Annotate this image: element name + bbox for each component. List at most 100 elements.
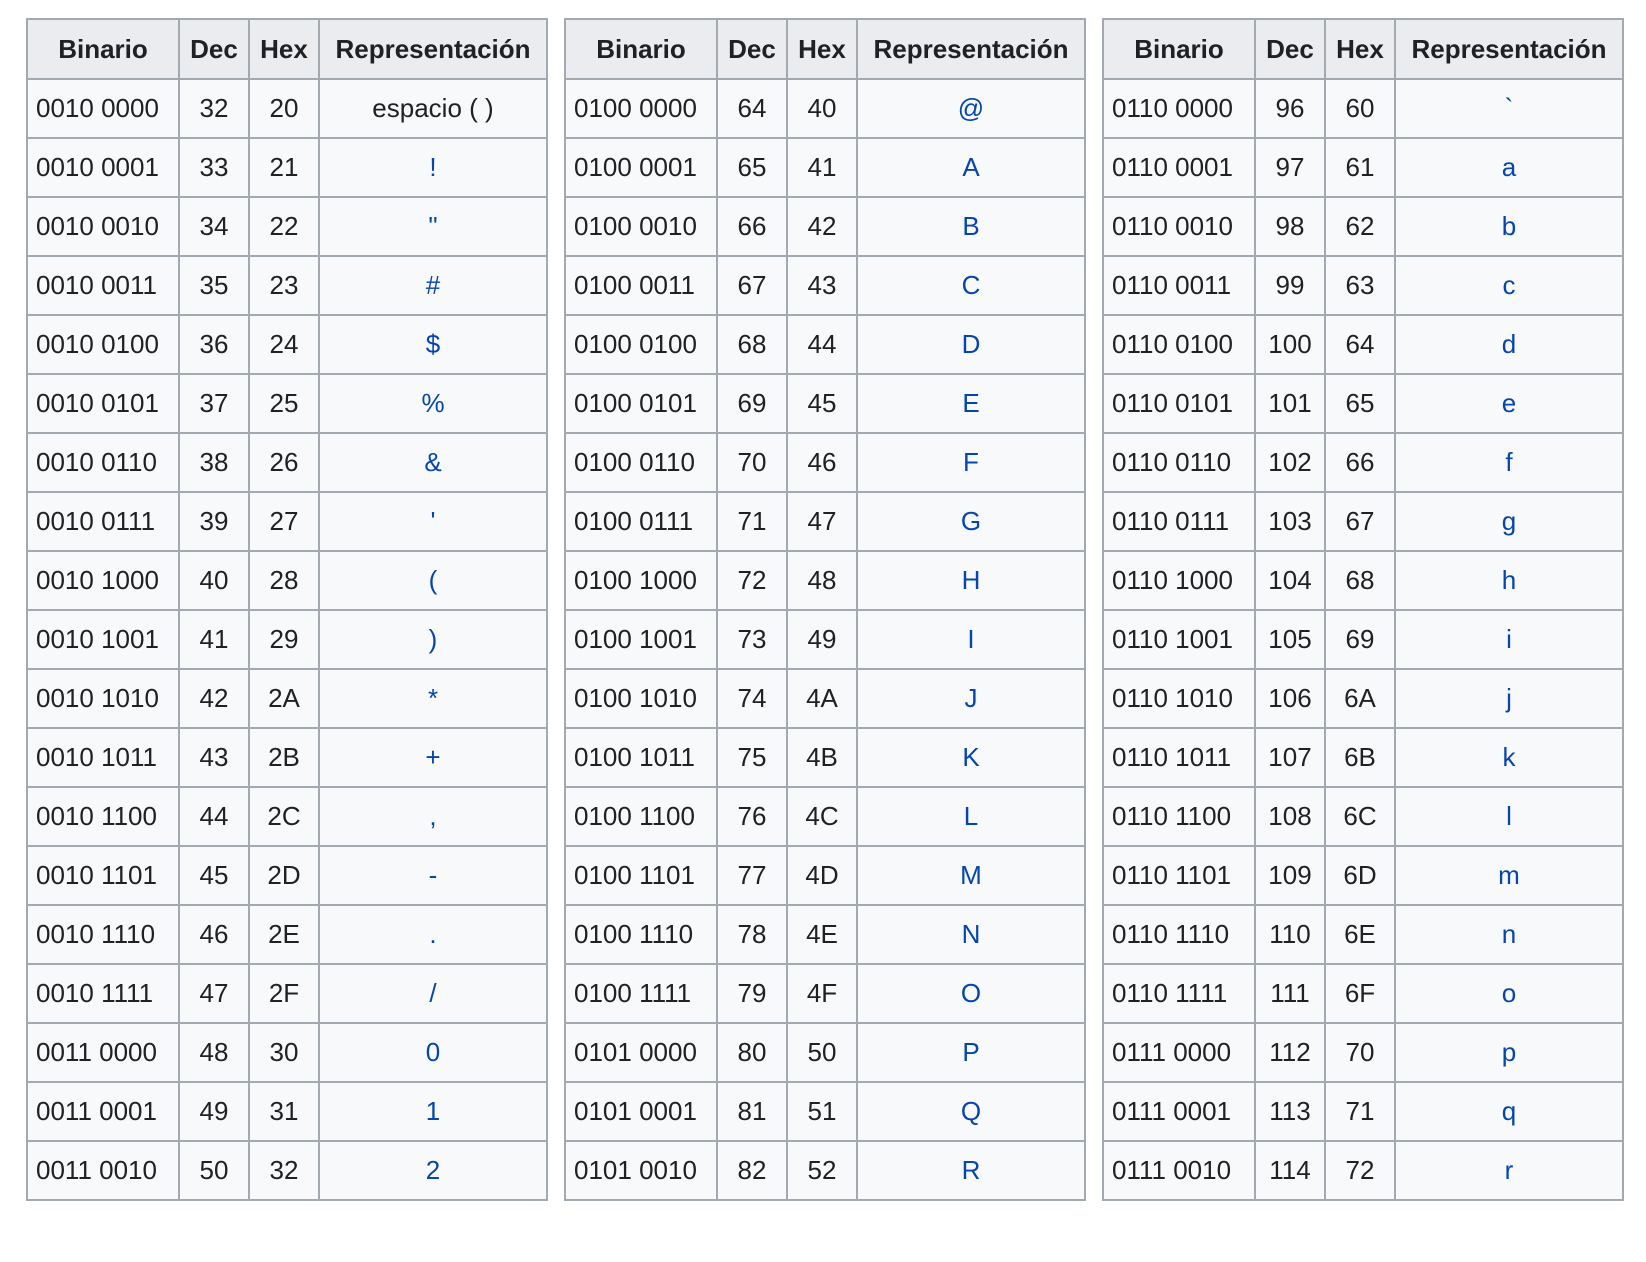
representation-link[interactable]: # (318, 255, 548, 316)
hex-cell: 43 (786, 255, 858, 316)
representation-link[interactable]: D (856, 314, 1086, 375)
representation-link[interactable]: o (1394, 963, 1624, 1024)
table-row: 0011 0001 49 31 1 (26, 1081, 548, 1142)
representation-link[interactable]: B (856, 196, 1086, 257)
binary-cell: 0010 1001 (26, 609, 180, 670)
dec-cell: 37 (178, 373, 250, 434)
binary-cell: 0100 1100 (564, 786, 718, 847)
representation-link[interactable]: % (318, 373, 548, 434)
table-row: 0100 1101 77 4D M (564, 845, 1086, 906)
hex-cell: 48 (786, 550, 858, 611)
representation-link[interactable]: * (318, 668, 548, 729)
representation-link[interactable]: ( (318, 550, 548, 611)
representation-link[interactable]: n (1394, 904, 1624, 965)
hex-cell: 6A (1324, 668, 1396, 729)
representation-link[interactable]: a (1394, 137, 1624, 198)
binary-cell: 0101 0001 (564, 1081, 718, 1142)
representation-link[interactable]: N (856, 904, 1086, 965)
representation-link[interactable]: e (1394, 373, 1624, 434)
representation-link[interactable]: - (318, 845, 548, 906)
table-row: 0100 1111 79 4F O (564, 963, 1086, 1024)
header-hex: Hex (1324, 18, 1396, 80)
representation-link[interactable]: $ (318, 314, 548, 375)
dec-cell: 75 (716, 727, 788, 788)
representation-link[interactable]: M (856, 845, 1086, 906)
table-row: 0100 0010 66 42 B (564, 196, 1086, 257)
binary-cell: 0010 1110 (26, 904, 180, 965)
representation-link[interactable]: I (856, 609, 1086, 670)
binary-cell: 0010 1101 (26, 845, 180, 906)
representation-link[interactable]: ' (318, 491, 548, 552)
dec-cell: 73 (716, 609, 788, 670)
representation-link[interactable]: C (856, 255, 1086, 316)
representation-link[interactable]: A (856, 137, 1086, 198)
binary-cell: 0101 0010 (564, 1140, 718, 1201)
representation-link[interactable]: / (318, 963, 548, 1024)
representation-link[interactable]: L (856, 786, 1086, 847)
dec-cell: 76 (716, 786, 788, 847)
representation-link[interactable]: G (856, 491, 1086, 552)
header-binary: Binario (26, 18, 180, 80)
hex-cell: 41 (786, 137, 858, 198)
representation-link[interactable]: K (856, 727, 1086, 788)
representation-link[interactable]: f (1394, 432, 1624, 493)
representation-link[interactable]: r (1394, 1140, 1624, 1201)
representation-link[interactable]: 1 (318, 1081, 548, 1142)
representation-link[interactable]: J (856, 668, 1086, 729)
representation-link[interactable]: , (318, 786, 548, 847)
dec-cell: 102 (1254, 432, 1326, 493)
representation-link[interactable]: ! (318, 137, 548, 198)
representation-link[interactable]: g (1394, 491, 1624, 552)
representation-link[interactable]: d (1394, 314, 1624, 375)
representation-link[interactable]: @ (856, 78, 1086, 139)
dec-cell: 111 (1254, 963, 1326, 1024)
representation-link[interactable]: h (1394, 550, 1624, 611)
representation-link[interactable]: i (1394, 609, 1624, 670)
table-row: 0101 0000 80 50 P (564, 1022, 1086, 1083)
dec-cell: 77 (716, 845, 788, 906)
representation-link[interactable]: q (1394, 1081, 1624, 1142)
binary-cell: 0011 0001 (26, 1081, 180, 1142)
binary-cell: 0010 1011 (26, 727, 180, 788)
representation-link[interactable]: Q (856, 1081, 1086, 1142)
binary-cell: 0100 1001 (564, 609, 718, 670)
header-binary: Binario (564, 18, 718, 80)
binary-cell: 0010 0001 (26, 137, 180, 198)
representation-link[interactable]: 0 (318, 1022, 548, 1083)
representation-link[interactable]: ` (1394, 78, 1624, 139)
representation-link[interactable]: 2 (318, 1140, 548, 1201)
representation-link[interactable]: " (318, 196, 548, 257)
binary-cell: 0110 0111 (1102, 491, 1256, 552)
binary-cell: 0100 1111 (564, 963, 718, 1024)
hex-cell: 67 (1324, 491, 1396, 552)
representation-link[interactable]: P (856, 1022, 1086, 1083)
representation-link[interactable]: p (1394, 1022, 1624, 1083)
representation-link[interactable]: F (856, 432, 1086, 493)
representation-link[interactable]: k (1394, 727, 1624, 788)
table-row: 0010 0110 38 26 & (26, 432, 548, 493)
representation-link[interactable]: E (856, 373, 1086, 434)
hex-cell: 6F (1324, 963, 1396, 1024)
hex-cell: 4E (786, 904, 858, 965)
representation-link[interactable]: + (318, 727, 548, 788)
representation-cell: espacio ( ) (318, 78, 548, 139)
representation-link[interactable]: . (318, 904, 548, 965)
representation-link[interactable]: m (1394, 845, 1624, 906)
table-row: 0110 1110 110 6E n (1102, 904, 1624, 965)
representation-link[interactable]: j (1394, 668, 1624, 729)
binary-cell: 0110 1010 (1102, 668, 1256, 729)
representation-link[interactable]: b (1394, 196, 1624, 257)
dec-cell: 34 (178, 196, 250, 257)
binary-cell: 0010 1000 (26, 550, 180, 611)
representation-link[interactable]: H (856, 550, 1086, 611)
representation-link[interactable]: & (318, 432, 548, 493)
table-row: 0010 1001 41 29) (26, 609, 548, 670)
representation-link[interactable]: l (1394, 786, 1624, 847)
representation-link[interactable]: O (856, 963, 1086, 1024)
representation-link[interactable]: ) (318, 609, 548, 670)
hex-cell: 24 (248, 314, 320, 375)
representation-link[interactable]: c (1394, 255, 1624, 316)
table-row: 0110 0111 103 67 g (1102, 491, 1624, 552)
dec-cell: 103 (1254, 491, 1326, 552)
representation-link[interactable]: R (856, 1140, 1086, 1201)
